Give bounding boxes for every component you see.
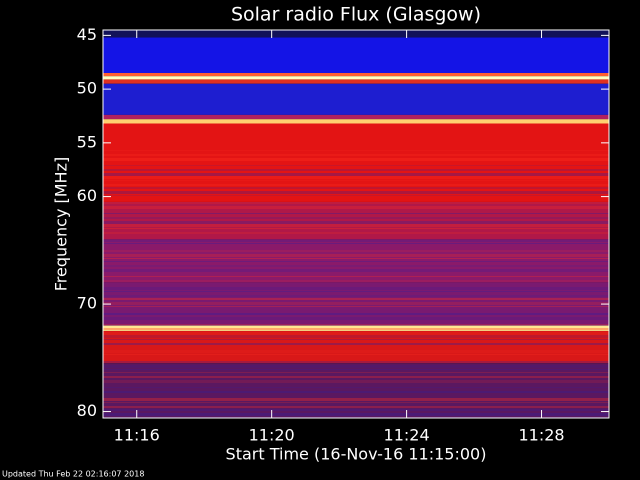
y-tick-label: 70: [77, 294, 97, 313]
texture-streak: [103, 250, 609, 252]
y-tick-label: 55: [77, 132, 97, 151]
texture-streak: [103, 398, 609, 401]
spectrum-band: [103, 282, 609, 326]
texture-streak: [103, 154, 609, 156]
texture-streak: [103, 150, 609, 151]
texture-streak: [103, 287, 609, 290]
texture-streak: [103, 380, 609, 383]
texture-streak: [103, 206, 609, 209]
texture-streak: [103, 191, 609, 194]
chart-title: Solar radio Flux (Glasgow): [231, 4, 481, 26]
x-tick-label: 11:28: [518, 426, 564, 445]
texture-streak: [103, 243, 609, 244]
texture-streak: [103, 365, 609, 368]
texture-streak: [103, 343, 609, 345]
texture-streak: [103, 258, 609, 259]
x-tick-label: 11:24: [384, 426, 430, 445]
x-tick-label: 11:20: [249, 426, 295, 445]
texture-streak: [103, 335, 609, 338]
y-tick-label: 80: [77, 401, 97, 420]
texture-streak: [103, 328, 609, 330]
texture-streak: [103, 169, 609, 171]
texture-streak: [103, 298, 609, 300]
x-tick-label: 11:16: [114, 426, 160, 445]
spectrum-band: [103, 72, 609, 77]
spectrum-band: [103, 79, 609, 84]
texture-streak: [103, 302, 609, 305]
texture-streak: [103, 187, 609, 189]
texture-streak: [103, 376, 609, 378]
y-tick-label: 50: [77, 79, 97, 98]
texture-streak: [103, 269, 609, 272]
spectrum-band: [103, 363, 609, 418]
spectrum-band: [103, 119, 609, 124]
spectrum-band: [103, 37, 609, 73]
texture-streak: [103, 224, 609, 227]
texture-streak: [103, 369, 609, 370]
texture-streak: [103, 313, 609, 315]
texture-streak: [103, 354, 609, 355]
texture-streak: [103, 184, 609, 186]
texture-streak: [103, 221, 609, 224]
texture-streak: [103, 406, 609, 408]
texture-streak: [103, 239, 609, 242]
texture-streak: [103, 372, 609, 373]
texture-streak: [103, 158, 609, 161]
spectrum-band: [103, 201, 609, 240]
texture-streak: [103, 361, 609, 363]
frame: [102, 29, 610, 419]
spectrum-band: [103, 30, 609, 38]
spectrum-band: [103, 239, 609, 283]
texture-streak: [103, 291, 609, 292]
texture-streak: [103, 180, 609, 181]
footer: Updated Thu Feb 22 02:16:07 2018: [2, 470, 144, 479]
texture-streak: [103, 391, 609, 393]
texture-streak: [103, 232, 609, 234]
texture-streak: [103, 387, 609, 388]
y-tick-label: 60: [77, 186, 97, 205]
spectrum-band: [103, 123, 609, 202]
texture-streak: [103, 295, 609, 297]
texture-streak: [103, 228, 609, 229]
texture-streak: [103, 280, 609, 282]
texture-streak: [103, 165, 609, 166]
texture-streak: [103, 409, 609, 411]
texture-streak: [103, 173, 609, 176]
texture-streak: [103, 350, 609, 353]
texture-streak: [103, 261, 609, 262]
texture-streak: [103, 332, 609, 335]
texture-streak: [103, 195, 609, 196]
spectrum-band: [103, 76, 609, 80]
texture-streak: [103, 202, 609, 204]
y-axis-label: Frequency [MHz]: [52, 157, 71, 291]
texture-streak: [103, 306, 609, 307]
texture-streak: [103, 254, 609, 257]
texture-streak: [103, 413, 609, 416]
texture-streak: [103, 276, 609, 277]
spectrum-band: [103, 325, 609, 331]
spectrum-band: [103, 330, 609, 364]
texture-streak: [103, 339, 609, 340]
texture-streak: [103, 317, 609, 320]
texture-streak: [103, 402, 609, 403]
texture-streak: [103, 213, 609, 214]
spectrum-band: [103, 114, 609, 120]
spectrum-band: [103, 83, 609, 115]
texture-streak: [103, 265, 609, 267]
texture-streak: [103, 217, 609, 219]
texture-streak: [103, 324, 609, 325]
texture-streak: [103, 176, 609, 179]
y-tick-label: 45: [77, 25, 97, 44]
x-axis-label: Start Time (16-Nov-16 11:15:00): [226, 445, 487, 464]
